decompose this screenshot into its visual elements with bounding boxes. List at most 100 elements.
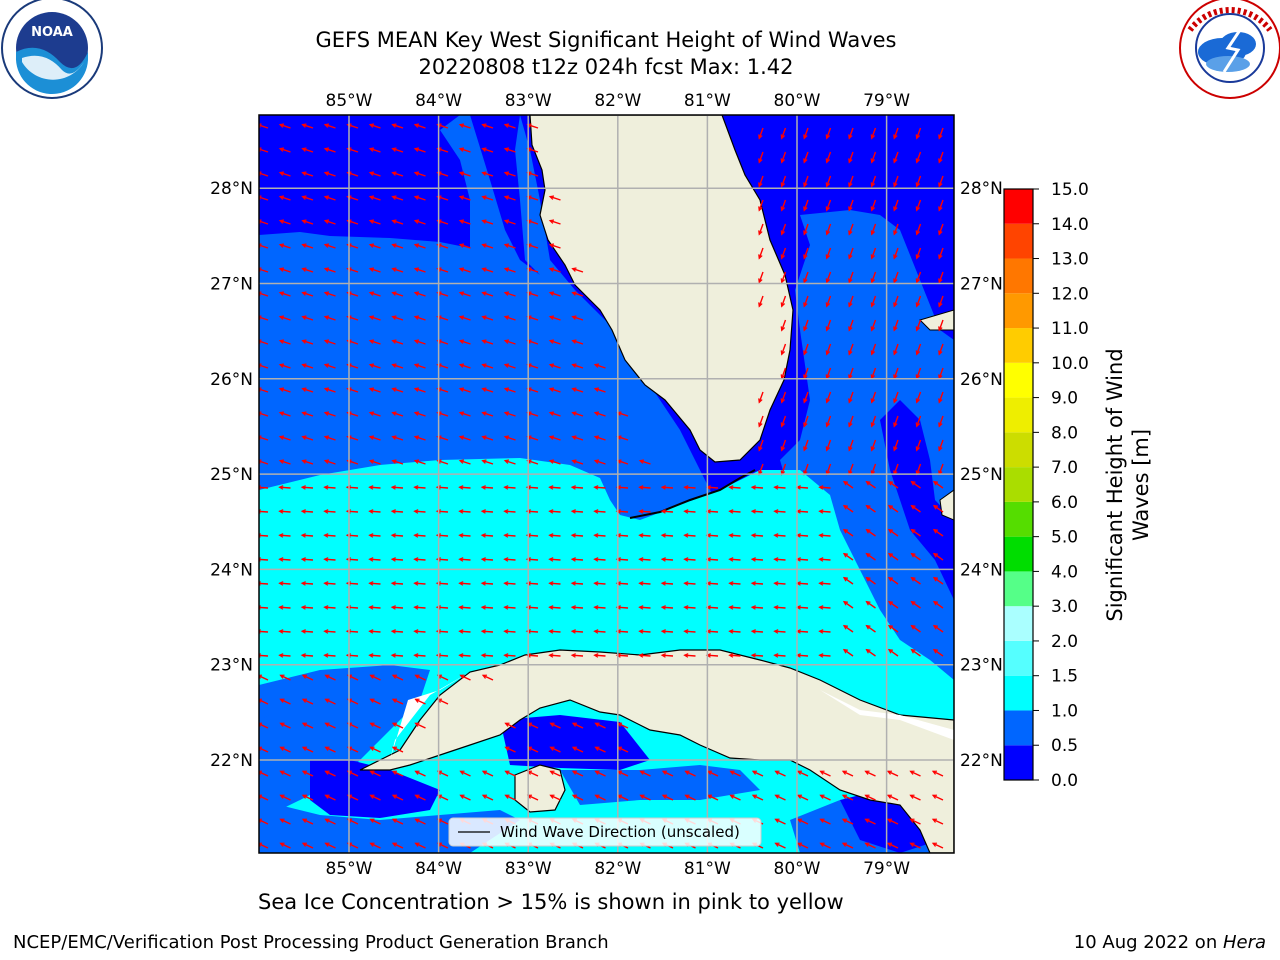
lon-tick-bottom: 80°W	[774, 859, 821, 879]
wave-arrow-head	[751, 794, 758, 799]
wave-arrow	[826, 223, 832, 235]
wave-arrow	[684, 558, 696, 561]
wave-arrow-head	[301, 243, 307, 248]
wave-arrow	[893, 295, 899, 307]
wave-arrow-head	[932, 576, 939, 582]
legend-label: Wind Wave Direction (unscaled)	[500, 823, 740, 841]
wave-arrow	[325, 674, 336, 681]
wave-arrow-head	[436, 243, 442, 248]
wave-arrow-head	[436, 339, 442, 344]
wave-arrow	[781, 439, 787, 451]
wave-arrow	[661, 534, 674, 537]
wave-arrow-head	[323, 509, 329, 514]
wave-arrow	[370, 722, 381, 729]
wave-arrow-head	[414, 674, 420, 679]
wave-arrow-head	[571, 291, 577, 296]
wave-arrow	[459, 510, 471, 513]
wave-arrow	[481, 486, 494, 489]
wave-arrow	[803, 439, 809, 451]
wave-arrow	[871, 439, 877, 451]
wave-arrow-head	[848, 446, 853, 452]
colorbar-label-line1: Significant Height of Wind	[1103, 348, 1127, 621]
wave-arrow	[848, 175, 854, 187]
wave-arrow-head	[893, 302, 898, 308]
lon-tick-bottom: 79°W	[863, 859, 910, 879]
wave-arrow	[871, 175, 877, 187]
wave-arrow-head	[503, 605, 509, 610]
wave-arrow	[279, 363, 291, 369]
wave-arrow-head	[773, 629, 779, 634]
wave-arrow	[527, 387, 539, 393]
wave-arrow-head	[324, 674, 330, 679]
wave-arrow-head	[660, 509, 666, 514]
wave-arrow	[893, 247, 899, 259]
wave-arrow-head	[301, 722, 308, 727]
wave-arrow	[888, 625, 899, 633]
wave-arrow	[571, 558, 584, 561]
map-grid	[259, 115, 954, 853]
wave-arrow	[391, 486, 404, 489]
wave-arrow-head	[593, 411, 600, 416]
wave-arrow	[826, 439, 832, 451]
wave-arrow-head	[458, 267, 465, 272]
wave-arrow	[751, 582, 764, 585]
wave-arrow-head	[638, 509, 644, 514]
wave-arrow	[370, 674, 381, 681]
wave-arrow-head	[571, 435, 577, 440]
wave-arrow	[504, 147, 516, 153]
wave-arrow-head	[300, 533, 306, 538]
wave-arrow	[887, 770, 899, 777]
wave-arrow	[279, 411, 291, 417]
wave-arrow	[826, 247, 832, 259]
wave-arrow	[616, 630, 629, 633]
wave-arrow	[481, 630, 494, 633]
wave-arrow	[820, 842, 831, 849]
wave-arrow	[279, 630, 291, 633]
wave-arrow	[392, 123, 404, 129]
wave-arrow	[706, 606, 719, 609]
wave-arrow	[482, 363, 494, 369]
colorbar-tick-label: 6.0	[1051, 493, 1078, 513]
wave-arrow	[302, 339, 314, 345]
wave-arrow	[370, 746, 381, 753]
wave-arrow-head	[503, 267, 510, 272]
wave-arrow	[572, 411, 584, 417]
wave-arrow-head	[932, 504, 939, 510]
wave-arrow	[594, 558, 606, 561]
wave-arrow-head	[525, 629, 531, 634]
wave-arrow-head	[728, 533, 734, 538]
footer-date: 10 Aug 2022 on Hera	[1074, 932, 1266, 953]
wave-arrow	[571, 510, 584, 513]
wave-arrow	[819, 654, 831, 657]
wave-arrow	[938, 175, 944, 187]
wave-arrow	[932, 794, 944, 801]
wave-arrow	[392, 219, 404, 225]
wave-arrow-head	[368, 219, 375, 224]
wave-arrow-head	[910, 528, 916, 534]
wave-arrow-head	[728, 629, 734, 634]
wave-arrow	[774, 486, 786, 489]
lon-tick-bottom: 81°W	[684, 859, 731, 879]
wave-arrow-head	[780, 182, 786, 188]
wave-arrow	[482, 794, 494, 801]
wave-arrow-head	[818, 629, 824, 634]
wave-arrow	[865, 770, 876, 777]
wave-arrow-head	[503, 243, 510, 248]
wave-arrow	[887, 842, 899, 849]
wave-arrow-head	[548, 581, 554, 586]
wave-arrow-head	[391, 818, 398, 823]
wave-arrow-head	[893, 134, 898, 140]
wave-arrow	[259, 654, 269, 657]
wave-arrow-head	[796, 794, 803, 799]
wave-arrow	[549, 411, 561, 417]
colorbar-tick-label: 15.0	[1051, 180, 1089, 200]
wave-arrow-head	[915, 182, 921, 188]
wave-arrow-head	[848, 326, 853, 332]
wave-arrow-head	[391, 674, 398, 679]
wave-arrow-head	[301, 147, 307, 152]
wave-arrow-head	[780, 206, 786, 212]
wave-arrow-head	[413, 605, 419, 610]
wave-arrow-head	[803, 230, 808, 236]
wave-arrow-head	[525, 533, 531, 538]
wave-arrow-head	[278, 605, 284, 610]
